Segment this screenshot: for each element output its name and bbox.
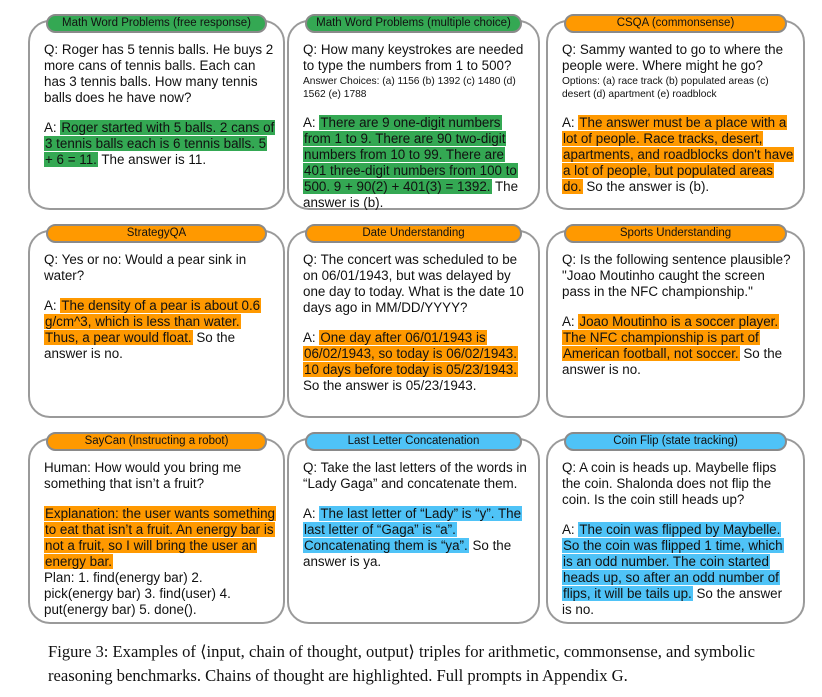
question-text: Human: How would you bring me something … — [44, 460, 242, 491]
answer-text: A: The answer must be a place with a lot… — [562, 115, 795, 195]
chain-of-thought-highlight: There are 9 one-digit numbers from 1 to … — [303, 115, 518, 194]
answer-prefix: A: — [562, 522, 579, 537]
panel-content: Q: How many keystrokes are needed to typ… — [303, 42, 530, 211]
final-answer: So the answer is no. — [562, 586, 783, 617]
question-text: Q: The concert was scheduled to be on 06… — [303, 252, 524, 315]
panel-content: Human: How would you bring me something … — [44, 460, 277, 618]
final-answer: So the answer is (b). — [582, 179, 710, 194]
example-panel: Math Word Problems (multiple choice) Q: H… — [287, 14, 540, 211]
final-answer: So the answer is 05/23/1943. — [303, 378, 477, 393]
question-text: Q: Take the last letters of the words in… — [303, 460, 527, 491]
answer-options: Answer Choices: (a) 1156 (b) 1392 (c) 14… — [303, 76, 516, 100]
answer-text: A: One day after 06/01/1943 is 06/02/194… — [303, 330, 530, 394]
panel-content: Q: A coin is heads up. Maybelle flips th… — [562, 460, 795, 618]
answer-text: A: Roger started with 5 balls. 2 cans of… — [44, 120, 276, 168]
example-panel: StrategyQA Q: Yes or no: Would a pear sin… — [28, 224, 285, 418]
panel-content: Q: The concert was scheduled to be on 06… — [303, 252, 530, 394]
chain-of-thought-highlight: Joao Moutinho is a soccer player. The NF… — [562, 314, 780, 361]
example-panel: Last Letter Concatenation Q: Take the las… — [287, 432, 540, 624]
panel-content: Q: Sammy wanted to go to where the peopl… — [562, 42, 795, 195]
answer-prefix: A: — [562, 314, 579, 329]
question-text: Q: A coin is heads up. Maybelle flips th… — [562, 460, 777, 507]
question-text: Q: Yes or no: Would a pear sink in water… — [44, 252, 247, 283]
example-panel: SayCan (Instructing a robot) Human: How w… — [28, 432, 285, 624]
panel-content: Q: Yes or no: Would a pear sink in water… — [44, 252, 275, 362]
panel-title: Coin Flip (state tracking) — [564, 432, 787, 451]
figure-caption: Figure 3: Examples of ⟨input, chain of t… — [48, 642, 755, 685]
robot-plan: Plan: 1. find(energy bar) 2. pick(energy… — [44, 570, 231, 617]
question-text: Q: Sammy wanted to go to where the peopl… — [562, 42, 784, 73]
final-answer: So the answer is ya. — [303, 538, 512, 569]
answer-text: Explanation: the user wants something to… — [44, 506, 277, 570]
answer-options: Options: (a) race track (b) populated ar… — [562, 76, 769, 100]
example-panel: Sports Understanding Q: Is the following … — [546, 224, 805, 418]
panel-content: Q: Roger has 5 tennis balls. He buys 2 m… — [44, 42, 276, 168]
final-answer: The answer is (b). — [303, 179, 519, 210]
panel-title: Math Word Problems (free response) — [46, 14, 267, 33]
panel-title: SayCan (Instructing a robot) — [46, 432, 267, 451]
panel-title: Math Word Problems (multiple choice) — [305, 14, 522, 33]
answer-text: A: The density of a pear is about 0.6 g/… — [44, 298, 275, 362]
panel-content: Q: Take the last letters of the words in… — [303, 460, 530, 570]
panel-title: StrategyQA — [46, 224, 267, 243]
answer-text: A: The coin was flipped by Maybelle. So … — [562, 522, 795, 618]
answer-text: A: Joao Moutinho is a soccer player. The… — [562, 314, 795, 378]
panel-content: Q: Is the following sentence plausible? … — [562, 252, 795, 378]
final-answer: The answer is 11. — [97, 152, 207, 167]
panel-title: CSQA (commonsense) — [564, 14, 787, 33]
example-panel: CSQA (commonsense) Q: Sammy wanted to go … — [546, 14, 805, 210]
final-answer: So the answer is no. — [562, 346, 783, 377]
question-text: Q: Is the following sentence plausible? … — [562, 252, 791, 299]
chain-of-thought-highlight: The density of a pear is about 0.6 g/cm^… — [44, 298, 262, 345]
answer-prefix: A: — [303, 115, 320, 130]
answer-prefix: A: — [303, 330, 320, 345]
answer-text: A: There are 9 one-digit numbers from 1 … — [303, 115, 530, 211]
chain-of-thought-highlight: Explanation: the user wants something to… — [44, 506, 277, 569]
answer-prefix: A: — [44, 120, 61, 135]
chain-of-thought-highlight: One day after 06/01/1943 is 06/02/1943, … — [303, 330, 518, 377]
example-panel: Math Word Problems (free response) Q: Rog… — [28, 14, 285, 210]
final-answer: So the answer is no. — [44, 330, 236, 361]
answer-prefix: A: — [303, 506, 320, 521]
panel-title: Sports Understanding — [564, 224, 787, 243]
question-text: Q: How many keystrokes are needed to typ… — [303, 42, 524, 73]
example-panel: Coin Flip (state tracking) Q: A coin is h… — [546, 432, 805, 624]
example-panel: Date Understanding Q: The concert was sch… — [287, 224, 540, 418]
answer-prefix: A: — [562, 115, 579, 130]
answer-text: A: The last letter of “Lady” is “y”. The… — [303, 506, 530, 570]
panel-title: Last Letter Concatenation — [305, 432, 522, 451]
question-text: Q: Roger has 5 tennis balls. He buys 2 m… — [44, 42, 274, 105]
panel-title: Date Understanding — [305, 224, 522, 243]
answer-prefix: A: — [44, 298, 61, 313]
